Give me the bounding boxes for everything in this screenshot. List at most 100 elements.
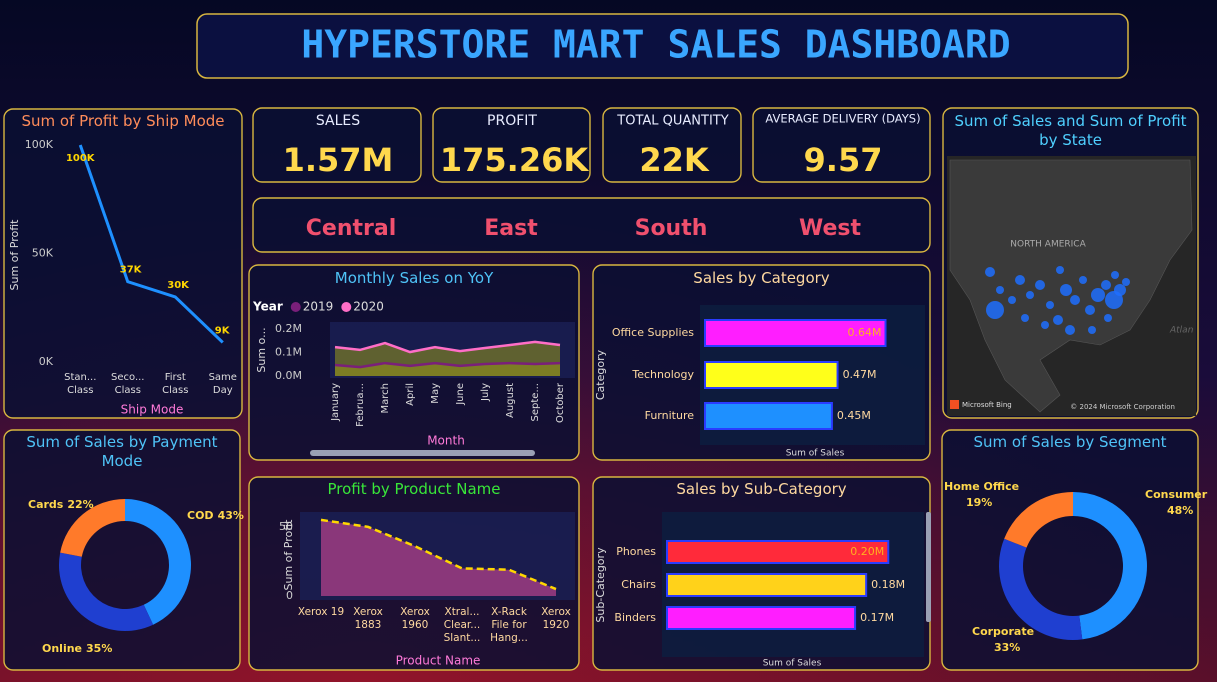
x-tick-label: Xerox 19 (297, 606, 345, 618)
x-tick-label-box: Seco... Class (111, 372, 144, 396)
x-tick-label: April (405, 383, 416, 406)
y-tick-label: 0.0M (275, 369, 302, 382)
x-tick-label: Stan... Class (64, 372, 97, 396)
y-tick-label: Phones (616, 545, 656, 558)
map-bubble (996, 286, 1004, 294)
map-bubble (1026, 291, 1034, 299)
chart-title: Sales by Category (693, 269, 830, 287)
line (78, 144, 224, 344)
map-bubble (986, 301, 1004, 319)
x-tick-label-box: X-Rack File for Hang... (490, 606, 528, 644)
data-label: 0.47M (843, 368, 877, 381)
map: NORTH AMERICA Atlan Microsoft Bing © 202… (947, 156, 1196, 416)
region-button[interactable]: Central (306, 216, 396, 241)
panel (252, 107, 422, 183)
x-tick-label: Xerox 1883 (353, 606, 383, 632)
donut-slice (1004, 492, 1073, 548)
slice-value-label: 22% (67, 498, 93, 511)
y-tick-label: Furniture (645, 409, 695, 422)
bing-logo (950, 400, 959, 409)
bar (666, 606, 857, 630)
panel (602, 107, 742, 183)
y-tick-label: 50K (32, 247, 54, 260)
region-button[interactable]: South (635, 216, 708, 241)
y-axis-title: Category (594, 349, 607, 400)
region-slicer: Central East South West (306, 216, 862, 241)
scrollbar (926, 512, 931, 622)
map-bubble (1104, 314, 1112, 322)
x-tick-label: March (380, 383, 391, 413)
kpi-cards: SALES 1.57M PROFIT 175.26K TOTAL QUANTIT… (283, 112, 921, 180)
chart-title: Sum of Sales by Segment (973, 433, 1167, 451)
chart-title: Monthly Sales on YoY (334, 269, 494, 287)
x-tick-label-box: Xerox 1920 (541, 606, 571, 632)
kpi-label: PROFIT (487, 113, 537, 129)
x-tick-label: June (455, 383, 466, 406)
y-tick-label: Office Supplies (612, 326, 694, 339)
kpi-value: 175.26K (440, 141, 589, 179)
x-tick-label: May (430, 383, 441, 404)
kpi-value: 1.57M (283, 141, 394, 179)
data-label: 0.20M (850, 545, 884, 558)
map-bubble (1085, 305, 1095, 315)
donut-slice (1073, 492, 1148, 640)
donut-slice (58, 552, 154, 631)
y-tick-label: 100K (25, 138, 54, 151)
x-tick-label-box: Stan... Class (64, 372, 97, 396)
slice-value-label: 33% (994, 641, 1020, 654)
map-copyright: © 2024 Microsoft Corporation (1070, 403, 1175, 411)
donut-slice (60, 499, 126, 557)
map-bubble (985, 267, 995, 277)
map-land (949, 159, 1193, 413)
map-bubble (1070, 295, 1080, 305)
area (335, 363, 560, 376)
map-bubble (1008, 296, 1016, 304)
legend-swatch (290, 302, 301, 312)
bar (704, 402, 833, 430)
chart-title: Sum of Sales by Payment Mode (26, 433, 218, 470)
donut-slice (998, 538, 1083, 640)
chart-title-box: Profit by Product Name (327, 480, 500, 498)
region-button[interactable]: West (799, 216, 861, 241)
map-bubble (1065, 325, 1075, 335)
x-axis-title: Sum of Sales (786, 449, 845, 459)
x-tick-label-box: Same Day (209, 372, 237, 396)
map-bubble (1015, 275, 1025, 285)
data-label: 0.64M (848, 326, 882, 339)
x-tick-label: Xerox 1960 (400, 606, 430, 632)
line (334, 361, 561, 369)
region-button[interactable]: East (484, 216, 538, 241)
x-tick-label: August (505, 383, 516, 418)
x-tick-label: Septe... (530, 383, 541, 421)
slice-label: Home Office (944, 480, 1019, 493)
kpi-label: TOTAL QUANTITY (616, 114, 728, 129)
chart-title-box: Sum of Sales by Segment (973, 433, 1167, 451)
y-tick-label: 0K (39, 355, 54, 368)
y-axis-title: Sum of Profit (8, 219, 21, 291)
chart-title-box: Monthly Sales on YoY (334, 269, 494, 287)
data-label: 0.45M (837, 409, 871, 422)
bar (704, 361, 839, 389)
map-bubble (1046, 301, 1054, 309)
x-tick-label: First Class (162, 372, 189, 396)
x-tick-label: Xerox 1920 (541, 606, 571, 632)
map-attribution: Microsoft Bing (962, 401, 1012, 409)
bar (666, 573, 868, 597)
legend-swatch (341, 302, 352, 312)
y-tick-label: 0 (286, 589, 293, 602)
map-bubble (1101, 280, 1111, 290)
y-axis-title: Sub-Category (594, 547, 607, 623)
map-region-label: NORTH AMERICA (1010, 240, 1086, 250)
legend-title: Year (252, 300, 283, 314)
scrollbar (310, 450, 535, 456)
panel (432, 107, 591, 183)
data-label: 37K (120, 265, 143, 276)
y-tick-label: 0.1M (275, 346, 302, 359)
map-bubble (1079, 276, 1087, 284)
x-tick-label-box: Xerox 1883 (353, 606, 383, 632)
y-tick-label: 50 (279, 520, 293, 533)
bar (666, 540, 890, 564)
y-axis-title: Sum o... (255, 327, 268, 372)
x-axis-title: Month (427, 434, 465, 448)
donut-slice (125, 499, 191, 625)
